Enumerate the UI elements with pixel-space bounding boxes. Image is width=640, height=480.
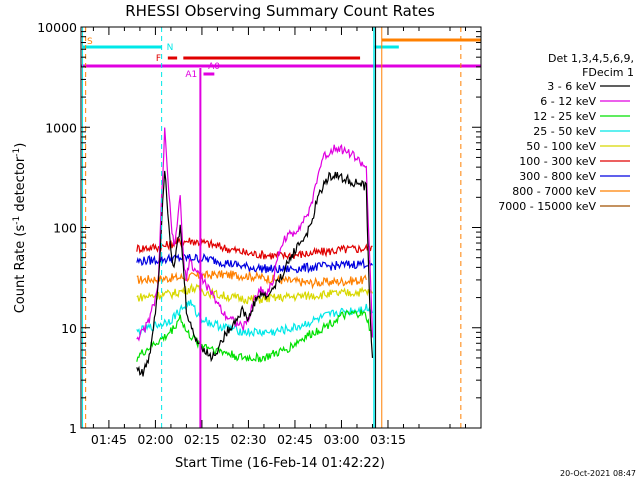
x-tick-label: 01:45 (91, 432, 127, 447)
axes-layer: 01:45 02:00 02:15 02:30 02:45 03:00 03:15 1 10 10… (37, 20, 482, 447)
x-tick-label: 02:30 (230, 432, 266, 447)
x-axis-label: Start Time (16-Feb-14 01:42:22) (175, 456, 385, 471)
x-tick-label: 02:45 (277, 432, 313, 447)
y-tick-label: 100 (53, 221, 77, 236)
legend-header-detectors: Det 1,3,4,5,6,9, (548, 52, 634, 65)
y-tick-label: 1 (69, 421, 77, 436)
y-tick-label: 10000 (37, 20, 77, 35)
data-series-line (136, 309, 374, 363)
x-tick-label: 03:00 (323, 432, 359, 447)
legend-label: 800 - 7000 keV (512, 185, 596, 198)
data-series-line (136, 269, 367, 290)
data-series-line (136, 282, 374, 305)
x-tick-label: 02:00 (137, 432, 173, 447)
series-layer (136, 127, 374, 377)
y-axis-label: Count Rate (s-1 detector-1) (12, 143, 28, 314)
legend-label: 300 - 800 keV (519, 170, 596, 183)
data-series-line (136, 170, 374, 377)
legend-label: 3 - 6 keV (547, 80, 596, 93)
legend-label: 6 - 12 keV (540, 95, 596, 108)
legend: Det 1,3,4,5,6,9, FDecim 1 3 - 6 keV 6 - 1… (498, 52, 634, 213)
legend-label: 25 - 50 keV (533, 125, 596, 138)
data-series-line (136, 236, 373, 261)
data-series-line (136, 127, 374, 342)
x-tick-label: 02:15 (184, 432, 220, 447)
chart-title: RHESSI Observing Summary Count Rates (125, 2, 435, 20)
x-tick-label: 03:15 (370, 432, 406, 447)
y-tick-label: 1000 (45, 120, 77, 135)
flag-label-a1: A1 (185, 70, 197, 80)
legend-label: 50 - 100 keV (526, 140, 596, 153)
flag-label-s: S (87, 37, 93, 47)
data-series-line (136, 299, 374, 338)
legend-label: 12 - 25 keV (533, 110, 596, 123)
plot-frame (80, 26, 482, 429)
legend-label: 100 - 300 keV (519, 155, 596, 168)
y-tick-label: 10 (61, 321, 77, 336)
flag-label-n: N (167, 43, 174, 53)
flag-label-f: F (156, 54, 161, 64)
legend-label: 7000 - 15000 keV (498, 200, 596, 213)
observing-flags-layer: S NF A1 A0 (81, 27, 481, 428)
footer-date: 20-Oct-2021 08:47 (560, 469, 636, 478)
flag-label-a0: A0 (208, 62, 220, 72)
legend-header-decim: FDecim 1 (582, 66, 634, 79)
